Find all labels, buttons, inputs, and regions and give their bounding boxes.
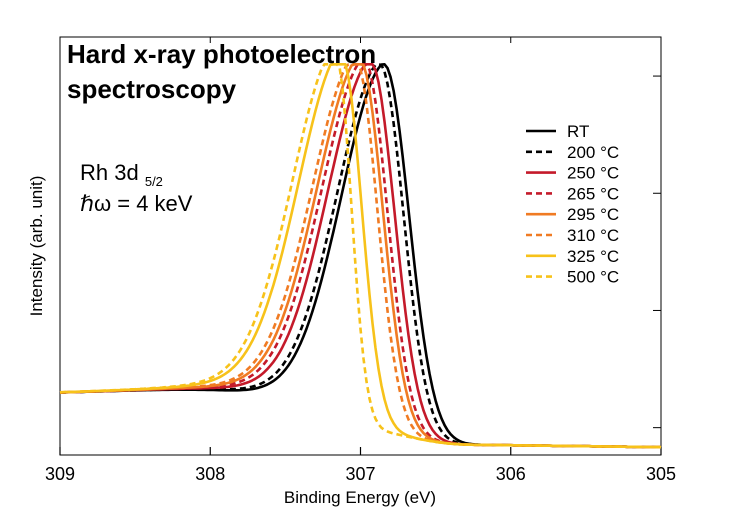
annotation-photon-energy: ℏω = 4 keV [80,191,193,216]
x-tick-label: 309 [45,464,75,484]
legend-label-5: 310 °C [567,226,619,245]
x-tick-label: 306 [496,464,526,484]
legend-label-4: 295 °C [567,205,619,224]
x-axis-ticks: 309 308 307 306 305 [45,37,676,484]
legend-label-1: 200 °C [567,143,619,162]
legend-label-0: RT [567,122,589,141]
legend-label-6: 325 °C [567,247,619,266]
annotation-core-level-main: Rh 3d [80,160,139,185]
y-axis-ticks [653,75,661,429]
annotation-core-level: Rh 3d 5/2 [80,160,163,189]
legend-label-3: 265 °C [567,184,619,203]
title-line-2: spectroscopy [67,74,237,104]
series-line-7 [59,63,662,449]
x-tick-label: 305 [646,464,676,484]
annotation-core-level-sub: 5/2 [145,174,163,189]
legend-label-7: 500 °C [567,268,619,287]
x-tick-label: 307 [345,464,375,484]
title-line-1: Hard x-ray photoelectron [67,39,376,69]
x-axis-label: Binding Energy (eV) [284,488,436,507]
y-axis-label: Intensity (arb. unit) [27,176,46,317]
x-tick-label: 308 [195,464,225,484]
legend-label-2: 250 °C [567,164,619,183]
spectrum-curves [59,63,662,449]
